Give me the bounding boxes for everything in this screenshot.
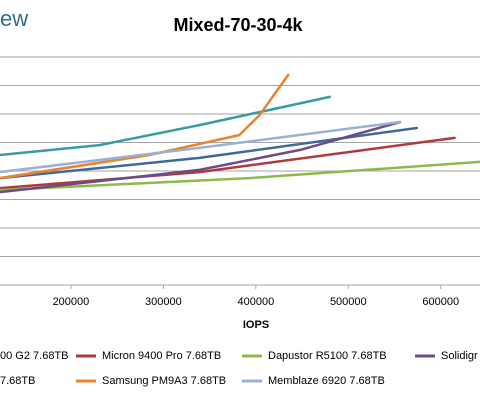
series-line [0,120,402,174]
legend-label: 7.68TB [0,375,35,387]
x-tick-label: 600000 [422,296,459,308]
x-tick-label: 400000 [237,296,274,308]
series-line [0,73,290,180]
legend-label: Memblaze 6920 7.68TB [268,375,385,387]
series-line [0,95,332,157]
x-tick-label: 500000 [330,296,367,308]
logo-text: ew [0,6,28,31]
legend-label: Micron 9400 Pro 7.68TB [102,350,221,362]
x-tick-label: 300000 [145,296,182,308]
legend-label: Samsung PM9A3 7.68TB [102,375,226,387]
series-line [0,120,402,194]
chart-title: Mixed-70-30-4k [173,15,303,35]
x-tick-label: 200000 [53,296,90,308]
series-line [0,136,456,190]
legend-label: Solidigr [441,350,478,362]
x-axis-title: IOPS [243,319,269,331]
legend-label: Dapustor R5100 7.68TB [268,350,387,362]
legend-label: 00 G2 7.68TB [0,350,69,362]
series-line [0,160,480,192]
